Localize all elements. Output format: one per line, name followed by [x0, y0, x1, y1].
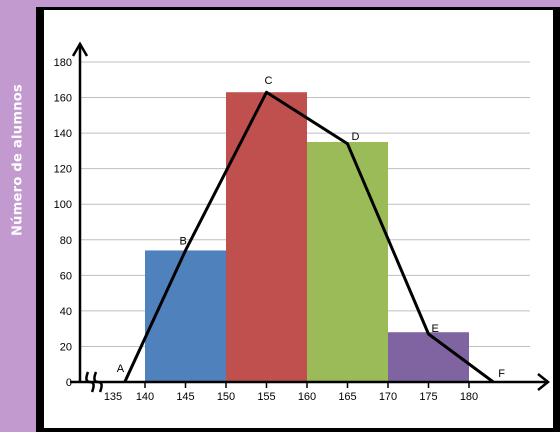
- y-tick-label-40: 40: [60, 306, 72, 318]
- y-tick-label-120: 120: [54, 164, 72, 176]
- point-label-F: F: [498, 368, 505, 380]
- x-tick-label-165: 165: [338, 391, 356, 403]
- y-axis-arrow: [71, 41, 89, 57]
- x-tick-label-145: 145: [176, 391, 194, 403]
- polygon-line: [123, 90, 495, 384]
- point-label-B: B: [180, 235, 187, 247]
- y-tick-label-140: 140: [54, 128, 72, 140]
- x-tick-label-175: 175: [419, 391, 437, 403]
- x-axis-arrow: [537, 373, 551, 391]
- x-tick-label-150: 150: [217, 391, 235, 403]
- y-tick-label-60: 60: [60, 270, 72, 282]
- bars: [145, 92, 469, 382]
- x-tick-labels: 135 140 145 150 155 160 165 170 175 180: [104, 391, 478, 403]
- bar-150-160: [226, 92, 307, 382]
- point-label-E: E: [432, 323, 439, 335]
- polygon-point-labels: A B C D E F: [117, 75, 506, 380]
- y-tick-label-80: 80: [60, 235, 72, 247]
- frequency-polygon: [123, 90, 495, 384]
- point-label-A: A: [117, 363, 125, 375]
- point-label-C: C: [265, 75, 273, 87]
- bar-160-170: [307, 142, 388, 382]
- x-tick-label-160: 160: [298, 391, 316, 403]
- axis-break-2: [93, 371, 103, 393]
- point-label-D: D: [352, 131, 360, 143]
- x-tick-label-135: 135: [104, 391, 122, 403]
- y-tick-label-0: 0: [66, 377, 72, 389]
- axis-break-1: [85, 371, 95, 393]
- y-tick-label-100: 100: [54, 199, 72, 211]
- axes: [70, 41, 551, 393]
- bar-140-150: [145, 250, 226, 382]
- bar-170-180: [388, 332, 469, 382]
- x-tick-label-180: 180: [460, 391, 478, 403]
- y-tick-labels: 0 20 40 60 80 100 120 140 160 180: [54, 57, 72, 389]
- x-tick-label-155: 155: [257, 391, 275, 403]
- side-panel: [0, 0, 36, 432]
- y-tick-label-20: 20: [60, 341, 72, 353]
- x-tick-label-140: 140: [136, 391, 154, 403]
- x-tick-label-170: 170: [379, 391, 397, 403]
- y-tick-label-160: 160: [54, 93, 72, 105]
- y-tick-label-180: 180: [54, 57, 72, 69]
